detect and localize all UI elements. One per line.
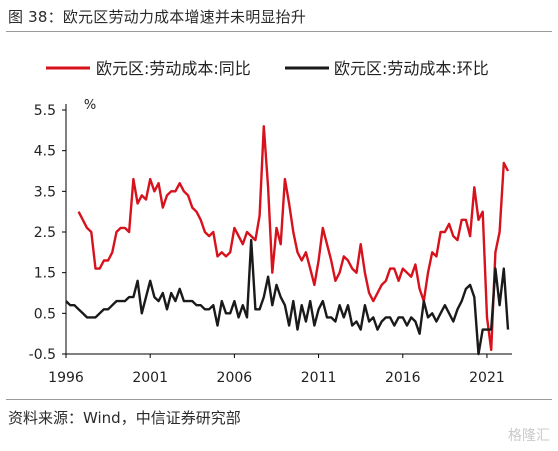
bottom-divider bbox=[6, 399, 552, 400]
y-axis-unit: % bbox=[84, 98, 96, 113]
y-tick-label: 0.5 bbox=[34, 306, 56, 322]
legend-label: 欧元区:劳动成本:环比 bbox=[334, 59, 489, 78]
watermark: 格隆汇 bbox=[508, 428, 550, 444]
line-chart: -0.5 0.5 1.5 2.5 3.5 4.5 5.5 % 1996 2001 2006 2011 2… bbox=[29, 59, 512, 386]
series-line-yoy bbox=[77, 125, 510, 352]
x-tick-label: 2001 bbox=[132, 370, 168, 386]
x-tick-label: 1996 bbox=[48, 370, 84, 386]
y-tick-label: 3.5 bbox=[34, 184, 56, 200]
x-tick-label: 2021 bbox=[469, 370, 505, 386]
y-tick-label: 2.5 bbox=[34, 225, 56, 241]
x-tick-label: 2016 bbox=[385, 370, 421, 386]
figure-title: 图 38：欧元区劳动力成本增速并未明显抬升 bbox=[8, 8, 307, 26]
x-tick-label: 2011 bbox=[301, 370, 337, 386]
top-divider bbox=[6, 31, 552, 32]
x-tick-label: 2006 bbox=[217, 370, 253, 386]
y-tick-label: -0.5 bbox=[29, 347, 56, 363]
y-tick-label: 4.5 bbox=[34, 144, 56, 160]
source-note: 资料来源：Wind，中信证券研究部 bbox=[8, 409, 241, 427]
series-line-qoq bbox=[65, 238, 510, 356]
y-tick-label: 1.5 bbox=[34, 266, 56, 282]
y-tick-label: 5.5 bbox=[34, 103, 56, 119]
legend-label: 欧元区:劳动成本:同比 bbox=[96, 59, 251, 78]
